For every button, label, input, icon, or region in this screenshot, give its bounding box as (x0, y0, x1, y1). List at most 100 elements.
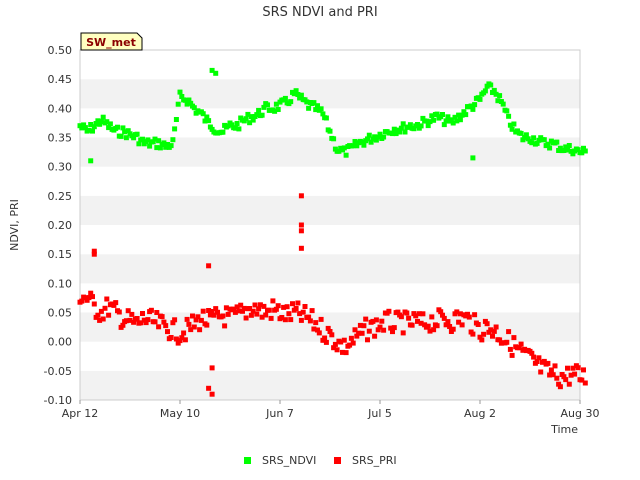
data-point (86, 127, 92, 133)
data-point (447, 324, 453, 329)
data-point (413, 313, 419, 319)
x-tick-label: May 10 (160, 407, 200, 420)
data-point (450, 326, 456, 332)
data-point (257, 302, 263, 308)
data-point (145, 317, 151, 323)
data-point (347, 342, 353, 348)
data-point (248, 114, 254, 120)
data-point (313, 107, 319, 113)
data-point (340, 349, 345, 355)
data-point (506, 113, 512, 119)
data-point (168, 143, 174, 149)
data-point (184, 101, 190, 107)
data-point (288, 317, 294, 323)
data-point (90, 128, 95, 134)
data-point (261, 303, 267, 309)
data-point (163, 144, 169, 150)
data-point (95, 118, 101, 124)
data-point (252, 302, 258, 308)
legend-label-pri: SRS_PRI (352, 454, 397, 467)
data-point (88, 122, 94, 127)
data-point (229, 122, 235, 128)
y-tick-label: 0.15 (48, 248, 73, 261)
data-point (206, 118, 212, 124)
data-point (459, 112, 465, 118)
data-point (123, 135, 129, 141)
data-point (407, 122, 413, 128)
data-point (509, 126, 515, 132)
data-point (156, 324, 162, 330)
data-point (429, 113, 435, 119)
data-point (165, 329, 170, 335)
legend-label-ndvi: SRS_NDVI (262, 454, 316, 467)
data-point (173, 117, 179, 122)
data-point (231, 306, 237, 312)
outlier-point (470, 155, 476, 161)
data-point (250, 308, 256, 314)
data-point (140, 311, 145, 316)
data-point (311, 100, 317, 106)
data-point (293, 306, 299, 311)
data-point (327, 329, 333, 334)
data-point (361, 323, 367, 329)
data-point (456, 319, 462, 325)
x-tick-label: Aug 30 (561, 407, 600, 420)
grid-band (80, 370, 580, 400)
data-point (427, 328, 433, 334)
data-point (177, 89, 183, 95)
data-point (191, 105, 197, 111)
data-point (150, 139, 156, 145)
data-point (391, 325, 397, 331)
outlier-point (298, 245, 304, 251)
data-point (518, 130, 524, 136)
data-point (188, 100, 194, 106)
data-point (318, 106, 324, 112)
data-point (195, 314, 201, 320)
data-point (409, 322, 415, 328)
data-point (375, 327, 381, 333)
data-point (95, 312, 101, 318)
data-point (381, 134, 387, 140)
y-tick-label: 0.50 (48, 44, 73, 57)
data-point (552, 363, 558, 369)
data-point (247, 120, 253, 126)
data-point (445, 114, 451, 120)
data-point (127, 317, 133, 323)
data-point (288, 99, 294, 105)
data-point (236, 126, 242, 132)
data-point (423, 118, 429, 124)
data-point (366, 328, 372, 334)
data-point (425, 123, 431, 129)
data-point (511, 335, 517, 341)
data-point (566, 381, 572, 387)
data-point (91, 124, 97, 130)
data-point (529, 140, 535, 146)
data-point (541, 137, 547, 143)
outlier-point (91, 248, 97, 254)
data-point (86, 295, 92, 301)
data-point (509, 352, 515, 358)
data-point (431, 117, 437, 123)
data-point (163, 323, 169, 329)
data-point (565, 365, 570, 371)
data-point (522, 134, 528, 140)
data-point (197, 327, 203, 333)
data-point (323, 339, 329, 345)
data-point (232, 309, 238, 315)
data-point (182, 337, 188, 343)
data-point (295, 92, 301, 97)
data-point (397, 129, 403, 135)
data-point (550, 372, 556, 378)
data-point (84, 297, 90, 303)
data-point (182, 97, 188, 103)
data-point (400, 121, 406, 127)
legend-swatch-pri (334, 457, 341, 464)
y-tick-label: 0.40 (48, 102, 73, 115)
data-point (331, 136, 337, 142)
data-point (304, 99, 310, 105)
data-point (156, 138, 162, 144)
data-point (134, 316, 140, 321)
data-point (398, 314, 404, 320)
data-point (111, 302, 117, 308)
